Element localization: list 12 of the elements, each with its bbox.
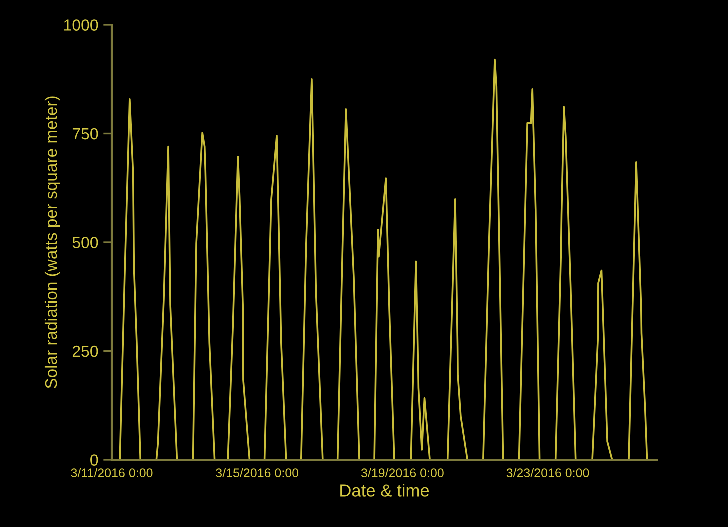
y-tick-label: 500 [72,237,98,248]
line-series [119,58,648,460]
y-tick-label: 750 [72,128,98,140]
x-tick-label: 3/23/2016 0:00 [506,468,590,478]
y-tick-label: 250 [72,346,98,358]
x-axis-title: Date & time [340,484,430,497]
y-axis-title: Solar radiation (watts per square meter) [44,96,60,389]
y-tick-label: 0 [90,454,98,466]
y-tick-label: 1000 [64,20,98,31]
x-tick-label: 3/11/2016 0:00 [71,468,153,478]
x-tick-label: 3/15/2016 0:00 [216,468,299,478]
x-tick-label: 3/19/2016 0:00 [361,468,444,478]
